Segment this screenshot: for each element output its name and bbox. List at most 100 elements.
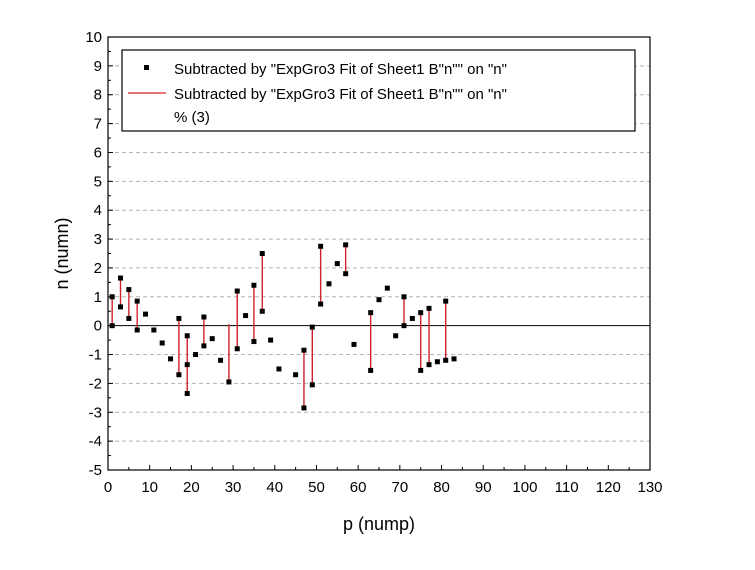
data-point — [384, 285, 390, 291]
data-point — [234, 288, 240, 294]
y-tick-label: 8 — [94, 87, 102, 104]
legend: Subtracted by "ExpGro3 Fit of Sheet1 B"n… — [121, 49, 636, 132]
data-point — [209, 336, 215, 342]
data-point — [451, 356, 457, 362]
y-tick-label: -2 — [89, 375, 102, 392]
x-tick-label: 30 — [225, 479, 242, 496]
y-tick-label: 2 — [94, 260, 102, 277]
data-point — [293, 372, 299, 378]
y-tick-label: 5 — [94, 173, 102, 190]
y-tick-label: 6 — [94, 144, 102, 161]
data-point — [218, 357, 224, 363]
data-point — [276, 366, 282, 372]
data-point — [268, 337, 274, 343]
data-point — [201, 343, 207, 349]
data-point — [143, 311, 149, 317]
data-point — [309, 324, 315, 330]
data-point — [434, 359, 440, 365]
x-tick-label: 120 — [596, 479, 621, 496]
data-point — [243, 313, 249, 319]
data-point — [168, 356, 174, 362]
data-points — [109, 242, 457, 411]
data-point — [426, 362, 432, 368]
y-tick-label: 3 — [94, 231, 102, 248]
y-tick-label: -5 — [89, 462, 102, 479]
y-tick-label: 7 — [94, 116, 102, 133]
data-point — [184, 391, 190, 397]
data-point — [376, 297, 382, 303]
y-tick-label: -1 — [89, 347, 102, 364]
data-point — [226, 379, 232, 385]
data-point — [401, 323, 407, 329]
data-point — [326, 281, 332, 287]
data-point — [393, 333, 399, 339]
y-tick-label: -3 — [89, 404, 102, 421]
data-point — [151, 327, 157, 333]
legend-box — [121, 49, 636, 132]
data-point — [301, 347, 307, 353]
y-tick-label: 4 — [94, 202, 102, 219]
data-point — [301, 405, 307, 411]
legend-entry-2: Subtracted by "ExpGro3 Fit of Sheet1 B"n… — [174, 86, 507, 103]
legend-square-marker — [144, 65, 149, 70]
data-point — [309, 382, 315, 388]
x-tick-label: 40 — [266, 479, 283, 496]
data-point — [184, 362, 190, 368]
data-point — [409, 315, 415, 321]
data-point — [126, 315, 132, 321]
x-tick-label: 110 — [555, 479, 579, 496]
legend-entry-3: % (3) — [174, 109, 210, 126]
data-point — [184, 333, 190, 339]
data-point — [368, 310, 374, 316]
data-point — [159, 340, 165, 346]
data-point — [443, 298, 449, 304]
y-tick-label: 1 — [94, 289, 102, 306]
x-tick-label: 70 — [392, 479, 409, 496]
y-tick-label: 10 — [85, 29, 102, 46]
y-axis-title: n (numn) — [52, 217, 72, 289]
x-tick-label: 20 — [183, 479, 200, 496]
x-tick-label: 0 — [104, 479, 112, 496]
legend-entry-1: Subtracted by "ExpGro3 Fit of Sheet1 B"n… — [174, 61, 507, 78]
x-axis-title: p (nump) — [343, 514, 415, 534]
data-point — [334, 261, 340, 267]
data-point — [259, 251, 265, 256]
y-tick-label: 9 — [94, 58, 102, 75]
data-point — [343, 242, 349, 248]
red-segments — [111, 244, 447, 408]
data-point — [251, 282, 257, 288]
data-point — [351, 341, 357, 347]
data-point — [176, 315, 182, 321]
data-point — [343, 271, 349, 277]
data-point — [318, 301, 324, 307]
y-tick-label: 0 — [94, 318, 102, 335]
data-point — [201, 314, 207, 320]
data-point — [401, 294, 407, 300]
data-point — [259, 308, 265, 314]
data-point — [418, 310, 424, 316]
y-ticks: -5 -4 -3 -2 -1 0 1 2 3 4 5 6 7 8 9 10 — [85, 29, 113, 479]
x-tick-label: 130 — [637, 479, 662, 496]
x-ticks: 0 10 20 30 40 50 60 70 80 90 100 110 120 130 — [104, 465, 663, 496]
data-point — [118, 275, 124, 281]
data-point — [176, 372, 182, 378]
x-tick-label: 80 — [433, 479, 450, 496]
x-tick-label: 10 — [141, 479, 158, 496]
data-point — [118, 304, 124, 310]
data-point — [418, 367, 424, 373]
x-tick-label: 90 — [475, 479, 492, 496]
data-point — [368, 367, 374, 373]
data-point — [134, 298, 140, 304]
data-point — [193, 352, 199, 358]
data-point — [126, 287, 132, 293]
data-point — [426, 305, 432, 311]
data-point — [251, 339, 257, 345]
y-tick-label: -4 — [89, 433, 102, 450]
data-point — [134, 327, 140, 333]
data-point — [318, 243, 324, 249]
data-point — [443, 357, 449, 363]
x-tick-label: 50 — [308, 479, 325, 496]
x-tick-label: 60 — [350, 479, 367, 496]
x-tick-label: 100 — [512, 479, 537, 496]
